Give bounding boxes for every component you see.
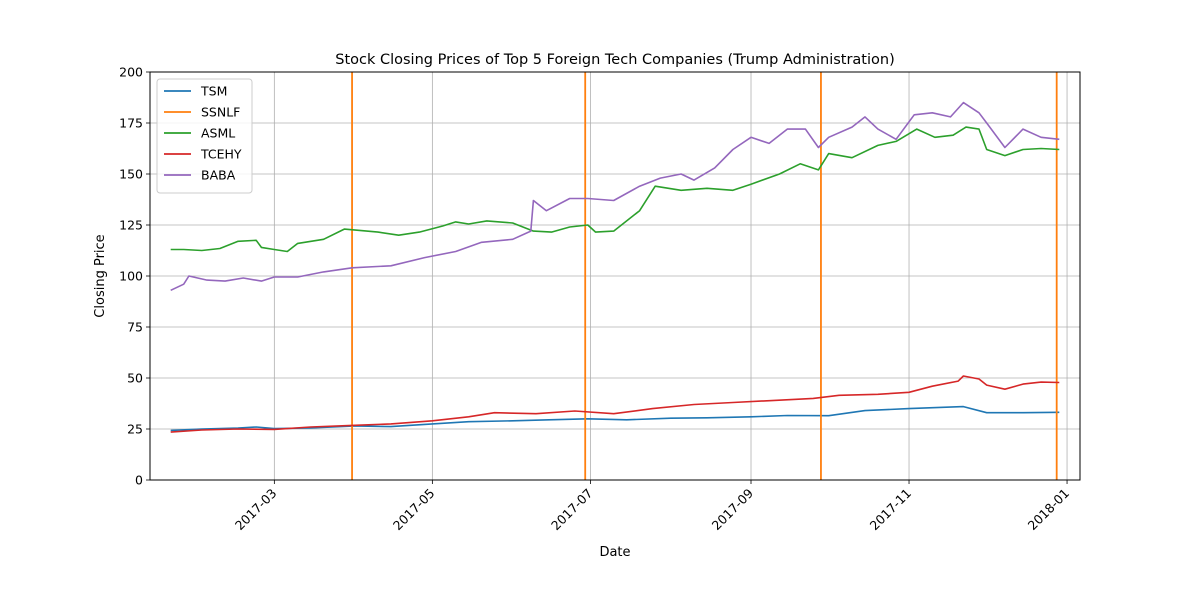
y-tick-label: 150	[119, 167, 143, 182]
y-tick-label: 175	[119, 116, 143, 131]
legend: TSM SSNLF ASML TCEHY BABA	[156, 78, 253, 194]
series-lines	[170, 72, 1060, 480]
y-tick-label: 75	[127, 320, 143, 335]
y-tick-label: 125	[119, 218, 143, 233]
legend-box	[156, 78, 253, 194]
y-tick-label: 50	[127, 371, 143, 386]
y-tick-label: 25	[127, 422, 143, 437]
chart-title: Stock Closing Prices of Top 5 Foreign Te…	[335, 52, 895, 68]
legend-label-tcehy: TCEHY	[200, 147, 242, 162]
y-tick-label: 100	[119, 269, 143, 284]
legend-label-asml: ASML	[201, 126, 235, 141]
y-axis-label: Closing Price	[93, 234, 108, 317]
legend-label-tsm: TSM	[200, 84, 227, 99]
x-axis-label: Date	[599, 545, 630, 560]
series-line-asml	[170, 126, 1060, 253]
series-line-tcehy	[170, 375, 1060, 433]
legend-label-ssnlf: SSNLF	[201, 105, 240, 120]
series-line-baba	[170, 101, 1060, 292]
y-tick-label: 0	[135, 473, 143, 488]
legend-label-baba: BABA	[201, 168, 236, 183]
y-tick-label: 200	[119, 65, 143, 80]
